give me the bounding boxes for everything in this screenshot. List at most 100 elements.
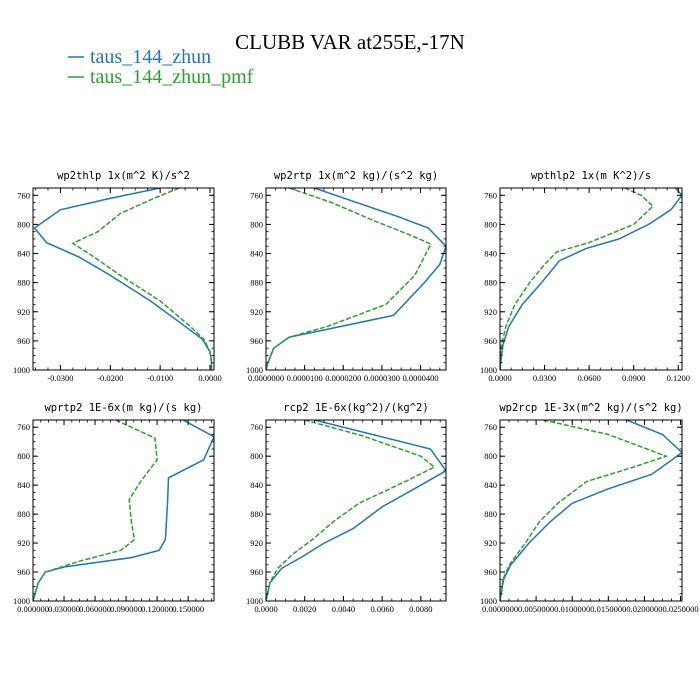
panel-0: wp2thlp 1x(m^2 K)/s^2 -0.0300 -0.0200 -0.01… — [13, 170, 222, 383]
y-tick-label: 760 — [250, 190, 263, 200]
x-tick-label: -0.0300 — [47, 373, 73, 383]
panel-title-1: wp2rtp 1x(m^2 kg)/(s^2 kg) — [274, 170, 438, 182]
x-tick-label: 0.0000000 — [482, 604, 518, 614]
plot-frame-3 — [32, 419, 215, 602]
x-tick-label: 0.0000100 — [287, 373, 323, 383]
x-tick-label: 0.0000400 — [402, 373, 438, 383]
y-tick-label: 960 — [17, 567, 30, 577]
y-tick-label: 840 — [250, 480, 263, 490]
y-tick-label: 760 — [484, 422, 497, 432]
legend-label-0: taus_144_zhun — [90, 46, 211, 68]
y-tick-label: 880 — [17, 278, 30, 288]
y-tick-label: 760 — [484, 190, 497, 200]
plot-frame-4 — [265, 419, 447, 602]
series-line-4-0 — [266, 420, 446, 601]
y-tick-label: 800 — [250, 219, 263, 229]
y-tick-label: 960 — [17, 336, 30, 346]
x-tick-label: 0.0000000 — [248, 373, 284, 383]
y-tick-label: 960 — [484, 567, 497, 577]
y-tick-label: 760 — [250, 422, 263, 432]
series-line-2-1 — [500, 188, 655, 370]
x-tick-label: 0.0000200 — [325, 373, 361, 383]
panel-2: wpthlp2 1x(m K^2)/s 0.0000 0.0300 0.0600 0.0… — [480, 170, 690, 383]
y-tick-label: 920 — [250, 538, 263, 548]
plot-frame-0 — [32, 187, 215, 371]
panel-title-2: wpthlp2 1x(m K^2)/s — [531, 170, 651, 182]
series-line-0-0 — [33, 188, 213, 370]
x-tick-label: 0.0000 — [198, 373, 221, 383]
y-tick-label: 920 — [250, 307, 263, 317]
series-line-4-1 — [266, 420, 436, 601]
x-tick-label: 0.0150000 — [590, 604, 626, 614]
y-tick-label: 840 — [17, 480, 30, 490]
x-tick-label: 0.0200000 — [626, 604, 662, 614]
y-tick-label: 840 — [484, 249, 497, 259]
panel-3: wprtp2 1E-6x(m kg)/(s kg) 0.000000 0.03000… — [13, 402, 215, 614]
x-tick-label: 0.0250000 — [662, 604, 698, 614]
y-tick-label: 880 — [484, 278, 497, 288]
plot-frame-1 — [265, 187, 447, 371]
x-tick-label: 0.0100000 — [554, 604, 590, 614]
y-tick-label: 880 — [250, 509, 263, 519]
x-tick-label: -0.0100 — [147, 373, 173, 383]
x-tick-label: 0.060000 — [79, 604, 111, 614]
y-tick-label: 920 — [484, 538, 497, 548]
y-tick-label: 920 — [17, 307, 30, 317]
panel-title-5: wp2rcp 1E-3x(m^2 kg)/(s^2 kg) — [499, 402, 682, 414]
figure-title: CLUBB VAR at255E,-17N — [235, 30, 465, 54]
y-tick-label: 960 — [484, 336, 497, 346]
series-line-1-1 — [266, 188, 432, 370]
series-line-3-1 — [33, 420, 158, 601]
x-tick-label: 0.0050000 — [518, 604, 554, 614]
x-tick-label: 0.0000300 — [364, 373, 400, 383]
y-tick-label: 800 — [250, 451, 263, 461]
panel-5: wp2rcp 1E-3x(m^2 kg)/(s^2 kg)0.0000000 0.… — [480, 402, 699, 614]
y-tick-label: 840 — [484, 480, 497, 490]
x-tick-label: 0.0000 — [488, 373, 511, 383]
y-tick-label: 760 — [17, 190, 30, 200]
y-tick-label: 1000 — [246, 596, 263, 606]
x-tick-label: 0.0020 — [293, 604, 316, 614]
legend-label-1: taus_144_zhun_pmf — [90, 66, 254, 88]
series-line-5-1 — [500, 420, 669, 601]
x-tick-label: -0.0200 — [97, 373, 123, 383]
panel-4: rcp2 1E-6x(kg^2)/(kg^2) 0.0000 0.0020 0.004… — [246, 402, 447, 614]
x-tick-label: 0.030000 — [48, 604, 80, 614]
x-tick-label: 0.120000 — [141, 604, 173, 614]
y-tick-label: 920 — [17, 538, 30, 548]
y-tick-label: 1000 — [13, 596, 30, 606]
x-tick-label: 0.0060 — [370, 604, 393, 614]
y-tick-label: 880 — [484, 509, 497, 519]
y-tick-label: 920 — [484, 307, 497, 317]
y-tick-label: 800 — [484, 219, 497, 229]
y-tick-label: 840 — [17, 249, 30, 259]
series-line-5-0 — [500, 420, 682, 601]
x-tick-label: 0.150000 — [172, 604, 204, 614]
panel-title-3: wprtp2 1E-6x(m kg)/(s kg) — [44, 402, 202, 414]
series-line-3-0 — [33, 420, 214, 601]
y-tick-label: 880 — [17, 509, 30, 519]
y-tick-label: 800 — [17, 219, 30, 229]
plot-frame-5 — [499, 419, 683, 602]
x-tick-label: 0.0600 — [577, 373, 600, 383]
panel-1: wp2rtp 1x(m^2 kg)/(s^2 kg)0.0000000 0.000… — [246, 170, 447, 383]
x-tick-label: 0.0040 — [332, 604, 355, 614]
panel-title-0: wp2thlp 1x(m^2 K)/s^2 — [57, 170, 190, 182]
series-line-1-0 — [266, 188, 446, 370]
y-tick-label: 840 — [250, 249, 263, 259]
x-tick-label: 0.1200 — [667, 373, 690, 383]
y-tick-label: 760 — [17, 422, 30, 432]
plot-frame-2 — [499, 187, 683, 371]
series-line-2-0 — [500, 188, 682, 370]
y-tick-label: 960 — [250, 567, 263, 577]
x-tick-label: 0.0900 — [622, 373, 645, 383]
y-tick-label: 880 — [250, 278, 263, 288]
y-tick-label: 1000 — [480, 365, 497, 375]
y-tick-label: 960 — [250, 336, 263, 346]
x-tick-label: 0.0300 — [533, 373, 556, 383]
y-tick-label: 800 — [484, 451, 497, 461]
x-tick-label: 0.0080 — [409, 604, 432, 614]
x-tick-label: 0.0000 — [254, 604, 277, 614]
